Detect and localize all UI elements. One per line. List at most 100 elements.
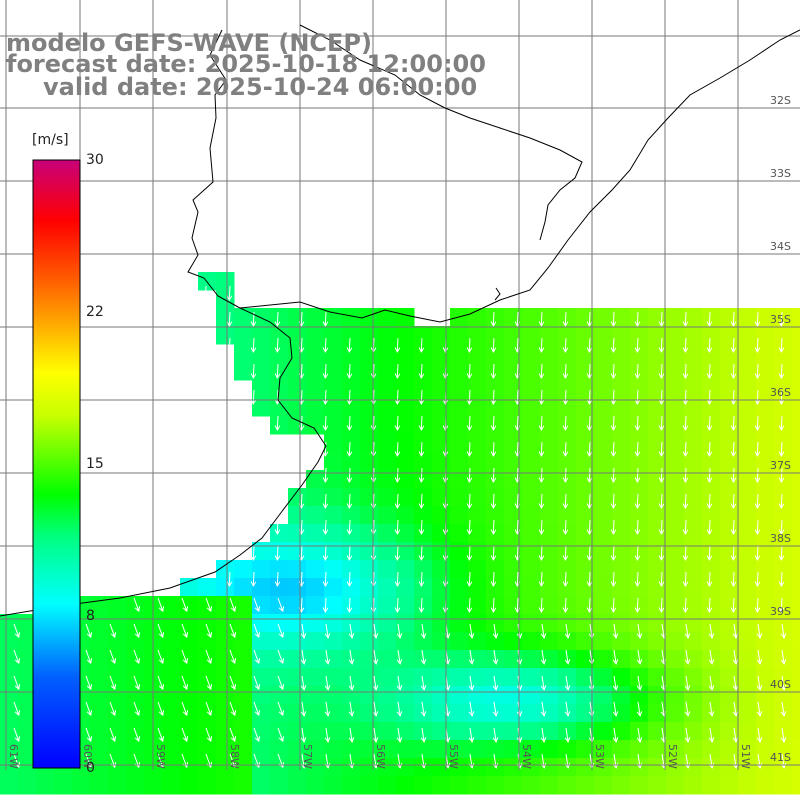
wind-cell — [648, 758, 667, 777]
wind-arrow — [562, 493, 569, 510]
wind-cell — [234, 614, 253, 633]
wind-arrow — [133, 727, 141, 743]
wind-cell — [630, 308, 649, 327]
lat-label: 36S — [770, 386, 791, 399]
wind-cell — [720, 632, 739, 651]
wind-cell — [342, 398, 361, 417]
wind-arrow — [300, 701, 307, 717]
wind-cell — [360, 434, 379, 453]
wind-cell — [360, 650, 379, 669]
wind-cell — [720, 524, 739, 543]
wind-arrow — [780, 623, 787, 639]
wind-cell — [306, 668, 325, 687]
colorbar-tick-22: 22 — [86, 304, 104, 320]
wind-cell — [234, 758, 253, 777]
wind-cell — [594, 650, 613, 669]
wind-cell — [702, 506, 721, 525]
wind-arrow — [586, 441, 593, 458]
wind-arrow — [708, 649, 715, 665]
wind-cell — [216, 776, 235, 795]
wind-cell — [360, 614, 379, 633]
wind-cell — [90, 722, 109, 741]
wind-arrow — [754, 493, 761, 510]
wind-cell — [18, 650, 37, 669]
wind-cell — [612, 650, 631, 669]
wind-arrow — [466, 519, 473, 536]
wind-arrow — [322, 363, 329, 380]
wind-cell — [684, 560, 703, 579]
wind-cell — [270, 614, 289, 633]
wind-cell — [342, 776, 361, 795]
wind-arrow — [202, 285, 209, 302]
wind-cell — [288, 686, 307, 705]
wind-cell — [378, 524, 397, 543]
wind-arrow — [205, 701, 213, 717]
wind-arrow — [684, 649, 691, 665]
lon-label: 57W — [301, 744, 314, 769]
wind-cell — [252, 344, 271, 363]
wind-arrow — [706, 545, 713, 562]
wind-cell — [774, 326, 793, 345]
wind-cell — [594, 488, 613, 507]
wind-cell — [486, 308, 505, 327]
wind-cell — [306, 596, 325, 615]
wind-arrow — [300, 649, 307, 665]
wind-arrow — [253, 727, 261, 743]
wind-cell — [432, 326, 451, 345]
wind-cell — [378, 326, 397, 345]
wind-cell — [612, 326, 631, 345]
wind-arrow — [253, 597, 261, 613]
wind-arrow — [372, 649, 379, 665]
wind-cell — [414, 740, 433, 759]
wind-cell — [432, 524, 451, 543]
wind-cell — [522, 614, 541, 633]
wind-arrow — [418, 597, 425, 614]
wind-cell — [522, 722, 541, 741]
wind-cell — [684, 308, 703, 327]
wind-cell — [360, 506, 379, 525]
wind-cell — [630, 560, 649, 579]
wind-cell — [666, 416, 685, 435]
wind-arrow — [13, 701, 21, 717]
wind-cell — [198, 632, 217, 651]
wind-arrow — [205, 597, 213, 613]
wind-cell — [792, 704, 800, 723]
wind-cell — [522, 416, 541, 435]
wind-arrow — [346, 467, 353, 484]
wind-cell — [360, 740, 379, 759]
wind-arrow — [634, 571, 641, 588]
wind-arrow — [490, 467, 497, 484]
wind-cell — [0, 776, 19, 795]
wind-cell — [432, 344, 451, 363]
wind-arrow — [346, 493, 353, 510]
wind-cell — [486, 344, 505, 363]
wind-cell — [576, 650, 595, 669]
wind-cell — [792, 614, 800, 633]
lat-label: 40S — [770, 678, 791, 691]
wind-arrow — [85, 675, 93, 691]
wind-arrow — [684, 675, 691, 691]
wind-cell — [738, 344, 757, 363]
wind-arrow — [418, 519, 425, 536]
wind-cell — [648, 722, 667, 741]
wind-cell — [162, 740, 181, 759]
wind-cell — [342, 434, 361, 453]
wind-cell — [792, 560, 800, 579]
wind-arrow — [274, 311, 281, 328]
wind-cell — [432, 452, 451, 471]
wind-cell — [756, 488, 775, 507]
wind-cell — [108, 758, 127, 777]
wind-cell — [216, 758, 235, 777]
wind-cell — [252, 758, 271, 777]
wind-arrow — [274, 337, 281, 354]
wind-arrow — [610, 493, 617, 510]
wind-arrow — [418, 415, 425, 432]
wind-cell — [306, 542, 325, 561]
wind-cell — [774, 560, 793, 579]
wind-cell — [540, 398, 559, 417]
wind-cell — [666, 704, 685, 723]
wind-cell — [756, 596, 775, 615]
wind-cell — [324, 650, 343, 669]
wind-cell — [684, 326, 703, 345]
wind-cell — [468, 758, 487, 777]
